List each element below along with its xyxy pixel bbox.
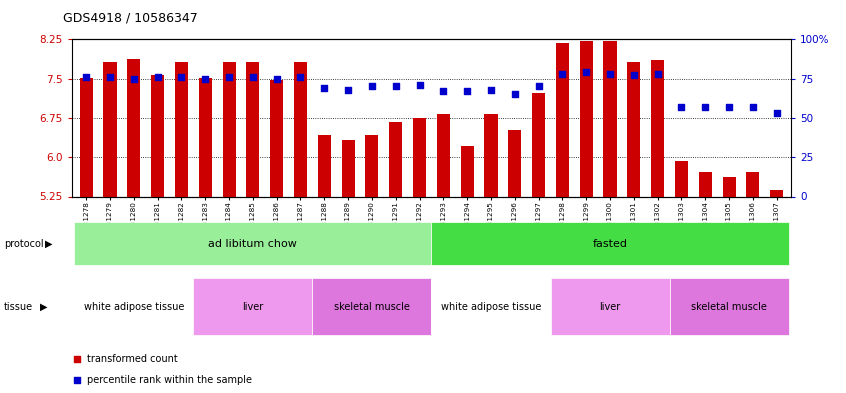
Point: [460, 88, 474, 94]
Point: [651, 71, 664, 77]
Bar: [389, 121, 403, 196]
Bar: [770, 190, 783, 196]
Point: [413, 82, 426, 88]
Point: [389, 83, 403, 90]
Point: [365, 83, 379, 90]
Point: [174, 74, 188, 80]
Bar: [722, 177, 736, 196]
Point: [770, 110, 783, 116]
Point: [627, 72, 640, 79]
Text: white adipose tissue: white adipose tissue: [84, 301, 184, 312]
Point: [199, 75, 212, 82]
Bar: [485, 114, 497, 196]
Bar: [651, 60, 664, 196]
Point: [603, 71, 617, 77]
Bar: [365, 135, 378, 196]
Bar: [80, 77, 93, 196]
Bar: [675, 162, 688, 196]
Text: protocol: protocol: [4, 239, 44, 249]
Point: [151, 74, 164, 80]
Point: [556, 71, 569, 77]
Bar: [312, 278, 431, 335]
Point: [532, 83, 546, 90]
Text: transformed count: transformed count: [86, 354, 178, 364]
Bar: [532, 93, 545, 196]
Bar: [431, 222, 788, 265]
Point: [127, 75, 140, 82]
Point: [317, 85, 331, 91]
Point: [484, 86, 497, 93]
Text: tissue: tissue: [4, 301, 33, 312]
Point: [103, 74, 117, 80]
Text: ▶: ▶: [45, 239, 52, 249]
Bar: [551, 278, 669, 335]
Point: [294, 74, 307, 80]
Bar: [318, 135, 331, 196]
Text: white adipose tissue: white adipose tissue: [441, 301, 541, 312]
Point: [341, 86, 354, 93]
Point: [323, 89, 337, 95]
Text: fasted: fasted: [592, 239, 628, 249]
Text: percentile rank within the sample: percentile rank within the sample: [86, 375, 252, 386]
Point: [80, 74, 93, 80]
Bar: [508, 130, 521, 196]
Bar: [294, 62, 307, 196]
Point: [437, 88, 450, 94]
Text: ▶: ▶: [40, 301, 47, 312]
Point: [746, 104, 760, 110]
Text: skeletal muscle: skeletal muscle: [691, 301, 767, 312]
Bar: [270, 80, 283, 196]
Bar: [580, 41, 593, 196]
Bar: [437, 114, 450, 196]
Bar: [175, 62, 188, 196]
Point: [246, 74, 260, 80]
Bar: [74, 278, 194, 335]
Bar: [222, 62, 236, 196]
Bar: [413, 118, 426, 196]
Bar: [74, 222, 431, 265]
Point: [722, 104, 736, 110]
Bar: [746, 172, 760, 196]
Point: [699, 104, 712, 110]
Point: [508, 91, 522, 97]
Point: [222, 74, 236, 80]
Bar: [431, 278, 551, 335]
Bar: [199, 77, 212, 196]
Text: liver: liver: [600, 301, 621, 312]
Bar: [556, 43, 569, 196]
Bar: [669, 278, 788, 335]
Bar: [627, 62, 640, 196]
Bar: [103, 62, 117, 196]
Text: GDS4918 / 10586347: GDS4918 / 10586347: [63, 12, 198, 25]
Bar: [342, 140, 354, 196]
Bar: [699, 172, 711, 196]
Text: liver: liver: [242, 301, 263, 312]
Bar: [603, 41, 617, 196]
Point: [580, 69, 593, 75]
Point: [323, 286, 337, 292]
Text: skeletal muscle: skeletal muscle: [334, 301, 409, 312]
Bar: [246, 62, 260, 196]
Text: ad libitum chow: ad libitum chow: [208, 239, 297, 249]
Bar: [460, 146, 474, 196]
Bar: [151, 75, 164, 196]
Point: [270, 75, 283, 82]
Bar: [194, 278, 312, 335]
Bar: [127, 59, 140, 196]
Point: [675, 104, 689, 110]
